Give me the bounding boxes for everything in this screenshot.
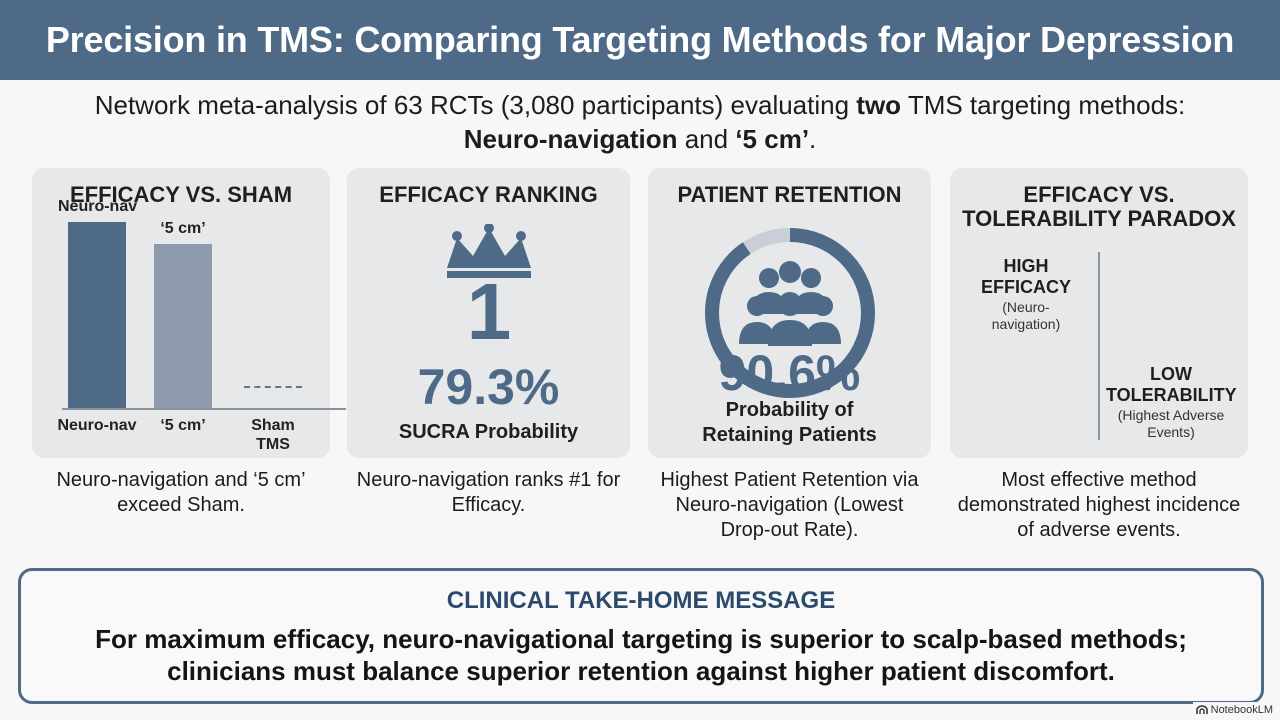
brand-label: NotebookLM <box>1210 704 1273 716</box>
retention-label-2: Retaining Patients <box>702 424 877 446</box>
card-title: EFFICACY RANKING <box>379 182 598 207</box>
card-efficacy-ranking: EFFICACY RANKING 1 79.3% SUCRA Probabili… <box>347 168 630 458</box>
intro-bold-neuro: Neuro-navigation <box>463 124 678 154</box>
take-home-title: CLINICAL TAKE-HOME MESSAGE <box>446 587 836 614</box>
intro-bold-5cm: ‘5 cm’ <box>735 124 810 154</box>
card-patient-retention: PATIENT RETENTION 90.6% Probability of R… <box>648 168 931 458</box>
intro-text-part: and <box>677 124 736 154</box>
intro-text-part: . <box>809 124 817 154</box>
category-label-2: Sham TMS <box>251 417 295 453</box>
low-tolerability-line-1: LOW <box>1150 364 1192 384</box>
page-title: Precision in TMS: Comparing Targeting Me… <box>45 19 1235 60</box>
take-home-line-1: For maximum efficacy, neuro-navigational… <box>95 624 1187 654</box>
retention-ring-svg <box>705 228 875 398</box>
people-group-icon <box>739 261 841 346</box>
intro-line-1: Network meta-analysis of 63 RCTs (3,080 … <box>40 88 1240 122</box>
low-tolerability-line-2: TOLERABILITY <box>1106 385 1237 405</box>
category-label-0: Neuro-nav <box>57 417 137 434</box>
intro-text-part: TMS targeting methods: <box>901 90 1186 120</box>
intro-text: Network meta-analysis of 63 RCTs (3,080 … <box>40 88 1240 156</box>
header-bar: Precision in TMS: Comparing Targeting Me… <box>0 0 1280 80</box>
rank-badge: 1 <box>439 223 539 356</box>
take-home-body: For maximum efficacy, neuro-navigational… <box>41 623 1241 687</box>
efficacy-bar-chart: Neuro-nav Neuro-nav ‘5 cm’ ‘5 cm’ Sham TMS <box>32 168 346 458</box>
low-tolerability-sub: (Highest Adverse Events) <box>1117 407 1225 440</box>
sucra-value: 79.3% <box>417 359 560 415</box>
paradox-divider <box>1098 252 1100 440</box>
chart-baseline <box>62 408 346 410</box>
high-efficacy-sub: (Neuro-navigation) <box>991 299 1061 332</box>
bar-2 <box>244 385 302 388</box>
card-title: EFFICACY VS. SHAM <box>69 182 293 207</box>
notebooklm-logo-icon <box>1195 705 1208 714</box>
caption-patient-retention: Highest Patient Retention via Neuro-navi… <box>660 469 919 541</box>
card-efficacy-vs-sham: EFFICACY VS. SHAM Neuro-nav Neuro-nav ‘5 c… <box>32 168 346 458</box>
bar-top-label-0: Neuro-nav <box>58 198 138 215</box>
bar-0 <box>68 222 126 408</box>
caption-efficacy-vs-sham: Neuro-navigation and ‘5 cm’ exceed Sham. <box>56 469 306 516</box>
sucra-label: SUCRA Probability <box>398 421 579 443</box>
retention-ring <box>703 226 877 400</box>
bar-top-label-1: ‘5 cm’ <box>160 220 206 238</box>
brand-watermark: NotebookLM <box>1192 702 1276 718</box>
crown-icon: 1 <box>447 223 531 356</box>
high-efficacy-line-1: HIGH <box>1003 256 1049 276</box>
caption-tolerability-paradox: Most effective method demonstrated highe… <box>957 469 1241 541</box>
retention-value: 90.6% <box>718 345 861 401</box>
intro-line-2: Neuro-navigation and ‘5 cm’. <box>40 122 1240 156</box>
rank-number: 1 <box>467 267 512 344</box>
take-home-line-2: clinicians must balance superior retenti… <box>167 656 1115 686</box>
card-title-line-2: TOLERABILITY PARADOX <box>962 206 1236 231</box>
intro-text-part: Network meta-analysis of 63 RCTs (3,080 … <box>94 90 857 120</box>
category-label-1: ‘5 cm’ <box>160 417 206 434</box>
ring-progress <box>705 228 875 398</box>
bar-1 <box>154 244 212 408</box>
intro-bold-two: two <box>856 90 902 120</box>
caption-efficacy-ranking: Neuro-navigation ranks #1 for Efficacy. <box>356 469 621 516</box>
retention-label-1: Probability of <box>725 399 854 421</box>
card-tolerability-paradox: EFFICACY VS. TOLERABILITY PARADOX HIGH E… <box>950 168 1248 458</box>
take-home-message-box: CLINICAL TAKE-HOME MESSAGE For maximum e… <box>18 568 1264 704</box>
card-title-line-1: EFFICACY VS. <box>1023 182 1175 207</box>
card-title: PATIENT RETENTION <box>677 182 902 207</box>
high-efficacy-line-2: EFFICACY <box>981 277 1071 297</box>
